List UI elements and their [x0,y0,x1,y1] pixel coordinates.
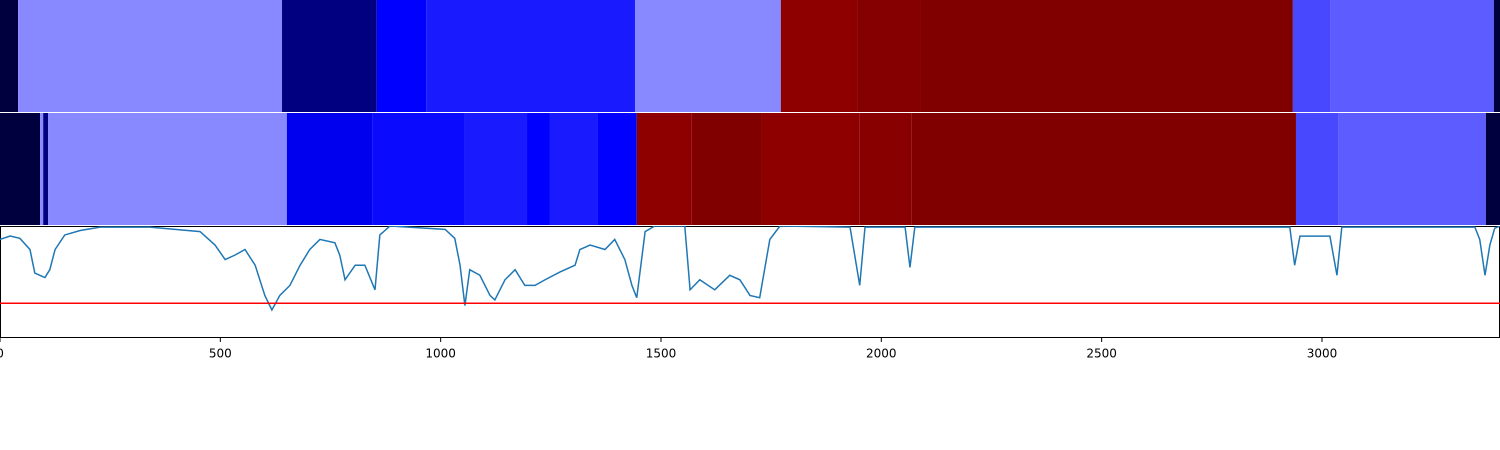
x-tick-label: 2500 [1086,347,1117,361]
segment [859,113,912,225]
x-tick-label: 3000 [1307,347,1338,361]
data-line [0,226,1500,312]
segment [911,113,1296,225]
segment [634,0,781,112]
segment [464,113,528,225]
segment [1292,0,1331,112]
segment [40,113,44,225]
segment [372,113,465,225]
segment [282,0,377,112]
segment [920,0,1293,112]
plot-frame [0,226,1500,338]
segment [426,0,635,112]
segment [636,113,692,225]
segment [780,0,858,112]
segment [1493,0,1500,112]
segment [286,113,373,225]
segment [549,113,598,225]
segment [0,0,19,112]
segment [18,0,283,112]
segment [1338,113,1486,225]
segment [1295,113,1339,225]
segment [48,113,287,225]
segment [376,0,427,112]
segment [597,113,637,225]
x-tick-label: 1000 [425,347,456,361]
segment [761,113,860,225]
segment [0,113,41,225]
x-tick-label: 500 [209,347,232,361]
segment [1330,0,1494,112]
x-tick-label: 2000 [866,347,897,361]
x-tick-label: 0 [0,347,4,361]
segment [691,113,762,225]
segment [43,113,49,225]
x-tick-label: 1500 [646,347,677,361]
segment [527,113,550,225]
segment [857,0,921,112]
segment [1485,113,1500,225]
